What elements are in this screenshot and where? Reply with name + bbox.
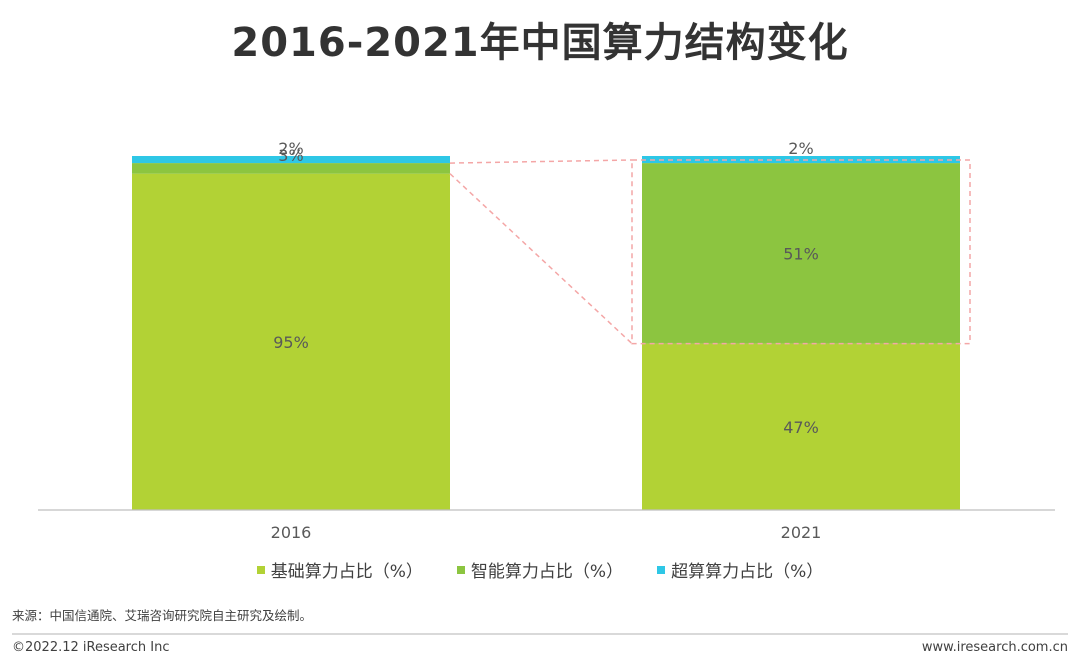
bar-segment-2021-0 — [642, 343, 960, 510]
data-label-2021-2: 2% — [788, 139, 813, 158]
legend-swatch-intelligent — [456, 565, 465, 574]
x-tick-label-2021: 2021 — [781, 523, 822, 542]
data-label-2021-0: 47% — [783, 418, 819, 437]
bar-segment-2016-0 — [132, 173, 450, 510]
x-tick-label-2016: 2016 — [271, 523, 312, 542]
bar-segment-2021-1 — [642, 163, 960, 344]
footer-divider — [12, 633, 1068, 635]
connector-line-top — [449, 159, 633, 164]
legend-swatch-basic — [256, 565, 265, 574]
website-link[interactable]: www.iresearch.com.cn — [921, 640, 1068, 655]
copyright-text: ©2022.12 iResearch Inc — [12, 640, 170, 655]
bar-segment-2016-2 — [132, 156, 450, 164]
bar-segment-2021-2 — [642, 156, 960, 164]
bar-segment-2016-1 — [132, 163, 450, 174]
chart-title: 2016-2021年中国算力结构变化 — [231, 20, 849, 66]
legend-item-intelligent: 智能算力占比（%） — [456, 557, 624, 582]
legend-label-super: 超算算力占比（%） — [671, 562, 824, 582]
data-label-2016-0: 95% — [273, 333, 309, 352]
data-label-2016-1: 3% — [278, 146, 303, 165]
connector-line-bottom — [449, 173, 633, 345]
data-label-2021-1: 51% — [783, 244, 819, 263]
legend-item-basic: 基础算力占比（%） — [256, 557, 423, 582]
legend-label-intelligent: 智能算力占比（%） — [470, 562, 624, 582]
legend-item-super: 超算算力占比（%） — [657, 557, 823, 582]
legend-label-basic: 基础算力占比（%） — [270, 562, 423, 582]
source-note: 来源：中国信通院、艾瑞咨询研究院自主研究及绘制。 — [12, 608, 313, 623]
chart-legend: 基础算力占比（%） 智能算力占比（%） 超算算力占比（%） — [0, 557, 1080, 582]
legend-swatch-super — [657, 565, 666, 574]
data-label-2016-2: 2% — [278, 139, 303, 158]
